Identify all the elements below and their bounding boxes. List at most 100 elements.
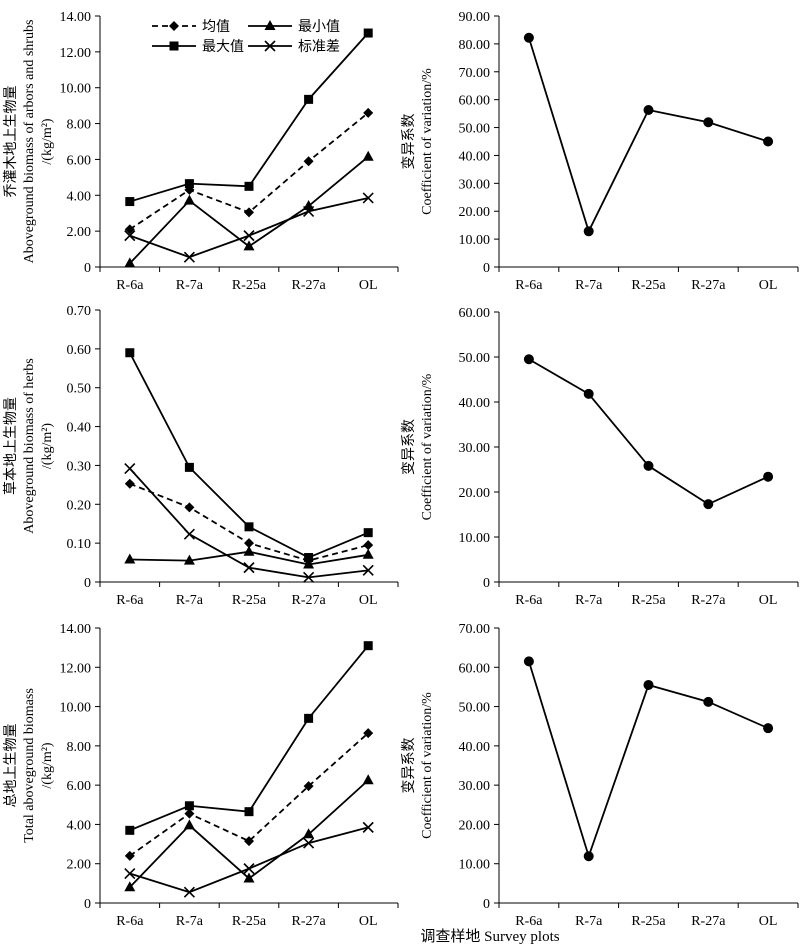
data-point-x [362,564,374,576]
y-tick-label: 12.00 [60,661,92,676]
y-tick-label: 2.00 [67,858,92,873]
x-tick-label: R-6a [116,278,144,293]
y-tick-label: 10.00 [459,858,491,873]
y-tick-label: 0 [483,261,490,276]
x-axis-title: 调查样地 Survey plots [420,928,559,945]
x-tick-label: R-25a [232,278,267,293]
data-point-square [184,462,194,472]
y-tick-label: 0.20 [67,498,92,513]
y-tick-label: 0 [84,897,91,912]
data-point-circle [763,471,774,482]
y-axis-title-line: 变异系数 [401,419,417,475]
data-point-circle [523,32,534,43]
y-tick-label: 8.00 [67,740,92,755]
y-tick-label: 60.00 [459,306,491,321]
data-point-triangle [183,194,195,205]
chart-herbs: 0 0.10 0.20 0.30 0.40 0.50 0.60 0.70 R-6a R-7a R-2… [3,304,399,608]
x-tick-label: R-25a [631,914,666,929]
legend-label: 标准差 [298,39,340,55]
data-point-x [124,462,136,475]
data-point-diamond [124,478,135,489]
y-axis-title-line: /(kg/m²) [40,423,55,470]
x-tick-label: R-7a [176,914,204,929]
x-tick-label: R-25a [631,278,666,293]
y-tick-label: 0 [84,576,91,591]
legend-marker-diamond [169,21,179,31]
series-line-circle [528,358,769,506]
y-tick-label: 14.00 [60,622,92,637]
y-tick-label: 4.00 [67,189,92,204]
data-point-x [303,571,315,583]
data-point-diamond [303,156,314,167]
y-axis-title-line: Coefficient of variation/% [420,373,435,520]
data-point-x [183,528,195,540]
y-tick-label: 30.00 [459,441,491,456]
x-tick-label: OL [359,914,378,929]
y-tick-label: 70.00 [459,622,491,637]
data-point-x [183,886,195,898]
y-tick-label: 10.00 [60,701,92,716]
data-point-square [184,179,194,189]
y-tick-label: 30.00 [459,177,491,192]
y-tick-label: 20.00 [459,818,491,833]
data-point-square [244,807,254,817]
data-point-circle [643,104,654,115]
data-point-triangle [124,881,136,892]
x-tick-label: R-27a [291,278,326,293]
x-tick-label: R-7a [176,593,204,608]
x-tick-label: OL [759,278,778,293]
data-point-x [183,251,195,263]
legend-marker-triangle [264,20,276,30]
y-axis-title-line: Aboveground biomass of herbs [22,358,37,533]
legend-label: 最大值 [202,39,244,55]
data-point-x [362,821,374,833]
data-point-circle [763,723,774,734]
x-tick-label: R-7a [176,278,204,293]
x-tick-label: R-6a [116,914,144,929]
y-axis-title-line: /(kg/m²) [40,742,55,789]
series-line-triangle [129,779,369,888]
data-point-circle [523,656,534,667]
y-tick-label: 30.00 [459,779,491,794]
y-tick-label: 0 [483,576,490,591]
y-tick-label: 0.60 [67,343,92,358]
y-axis-title-line: Aboveground biomass of arbors and shrubs [22,20,37,264]
y-tick-label: 14.00 [60,10,92,25]
x-tick-label: R-25a [232,593,267,608]
data-point-diamond [363,107,374,118]
y-tick-label: 2.00 [67,225,92,240]
x-tick-label: R-7a [575,593,603,608]
chart-herbs-cv: 0 10.00 20.00 30.00 40.00 50.00 60.00 R-6a R-7a R… [401,306,799,608]
x-tick-label: R-27a [691,593,726,608]
data-point-square [125,825,135,835]
data-point-diamond [244,207,254,218]
chart-total-cv: 0 10.00 20.00 30.00 40.00 50.00 60.00 70.00 R-6a… [401,622,799,929]
y-axis-title-line: Coefficient of variation/% [420,692,435,839]
y-tick-label: 8.00 [67,118,92,133]
y-tick-label: 60.00 [459,94,491,109]
legend-label: 最小值 [298,19,340,35]
data-point-triangle [124,257,136,268]
data-point-square [184,801,194,811]
y-tick-label: 0 [483,897,490,912]
data-point-circle [703,696,714,707]
x-tick-label: R-6a [116,593,144,608]
x-tick-label: R-27a [291,914,326,929]
data-point-x [243,230,255,242]
chart-arbors-shrubs-cv: 0 10.00 20.00 30.00 40.00 50.00 60.00 70.00 80.0… [401,10,799,293]
data-point-circle [583,388,594,399]
y-axis-title-line: /(kg/m²) [40,118,55,165]
data-point-diamond [124,224,135,235]
data-point-square [125,197,135,207]
y-axis-title-line: 乔灌木地上生物量 [3,86,19,198]
data-point-triangle [183,554,195,565]
y-tick-label: 60.00 [459,661,491,676]
data-point-x [303,205,315,217]
data-point-triangle [362,548,374,559]
x-tick-label: R-27a [691,914,726,929]
data-point-circle [703,499,714,510]
data-point-x [243,863,255,875]
legend-label: 均值 [202,19,230,35]
